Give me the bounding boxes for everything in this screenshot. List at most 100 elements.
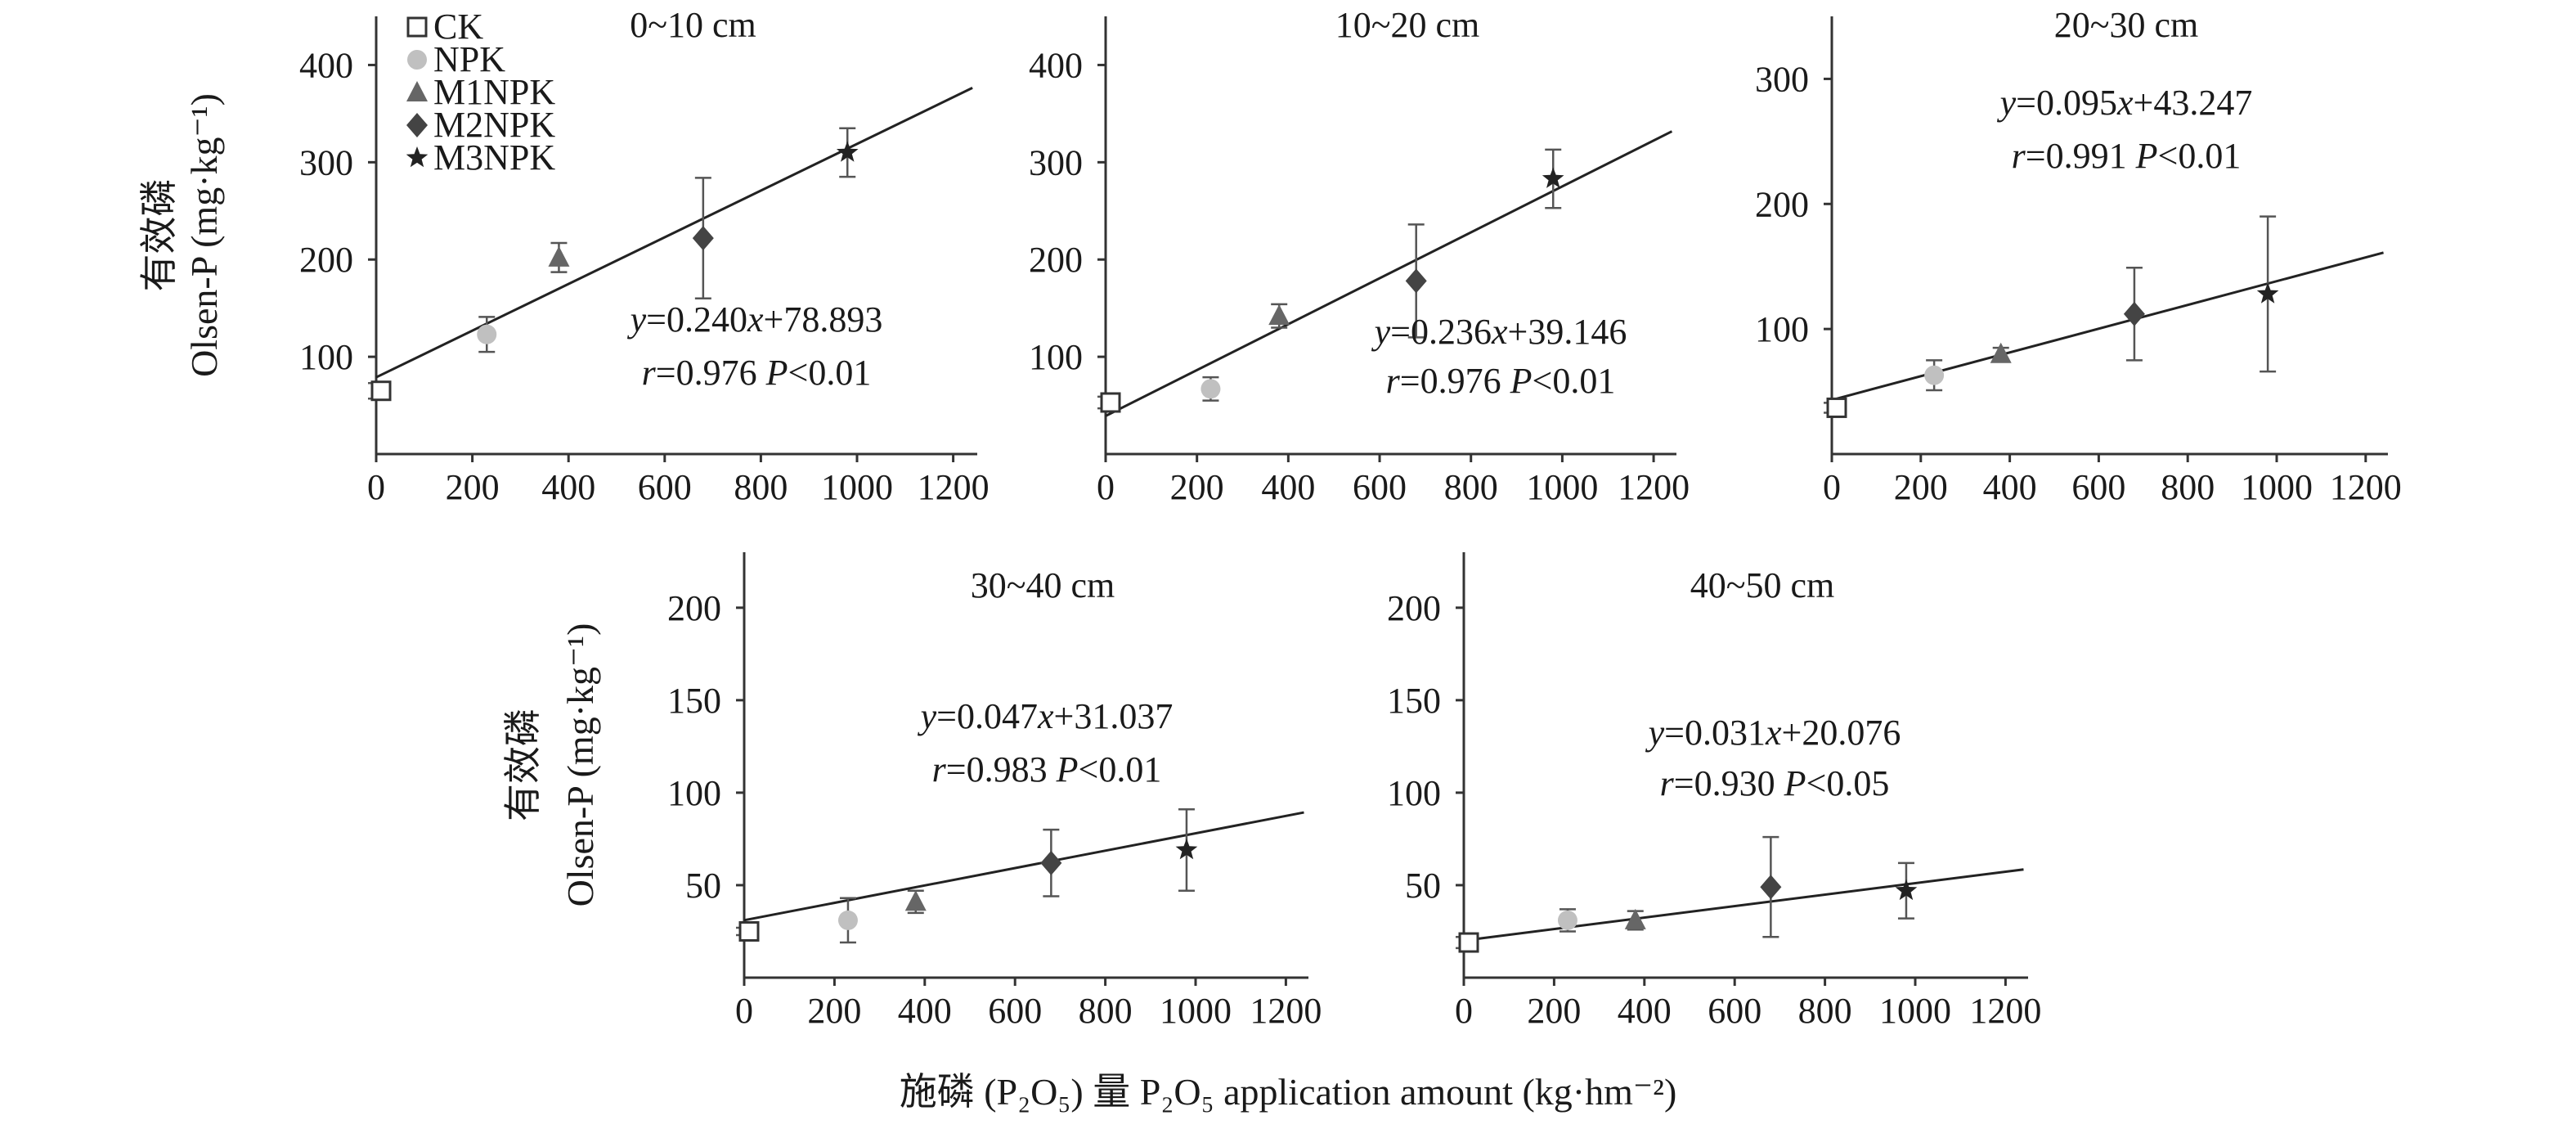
data-point-m2npk — [1405, 268, 1427, 294]
legend-marker-m3npk — [406, 146, 429, 168]
correlation-stats: r=0.991 P<0.01 — [2012, 136, 2242, 176]
panel-2: 0 200 400 600 800 1000 1200 100 200 300 400 10~20 c… — [1029, 5, 1690, 507]
x-tick-label: 0 — [1823, 467, 1841, 507]
x-tick-label: 600 — [988, 991, 1042, 1031]
x-tick-label: 400 — [1261, 467, 1315, 507]
y-axis-label-en: Olsen-P (mg·kg⁻¹) — [183, 93, 225, 377]
regression-equation: y=0.047x+31.037 — [918, 696, 1174, 736]
data-point-ck — [1458, 932, 1479, 953]
y-tick-label: 300 — [1755, 59, 1809, 99]
legend-label: CK — [433, 7, 483, 47]
x-tick-label: 600 — [2071, 467, 2125, 507]
y-axis-label-cn: 有效磷 — [502, 708, 544, 821]
regression-equation: y=0.031x+20.076 — [1645, 713, 1901, 753]
legend-marker-npk — [407, 50, 427, 70]
x-tick-label: 1200 — [1618, 467, 1690, 507]
y-tick-label: 100 — [1755, 309, 1809, 349]
data-point-npk — [1924, 365, 1945, 385]
y-tick-label: 150 — [1387, 681, 1441, 721]
x-tick-label: 1000 — [1879, 991, 1951, 1031]
legend-label: M2NPK — [433, 105, 555, 145]
correlation-stats: r=0.930 P<0.05 — [1660, 763, 1890, 803]
x-tick-label: 400 — [1618, 991, 1672, 1031]
x-tick-label: 600 — [1353, 467, 1407, 507]
correlation-stats: r=0.976 P<0.01 — [1386, 361, 1616, 401]
regression-line — [375, 87, 973, 379]
data-point-m1npk — [548, 245, 570, 267]
regression-equation: y=0.236x+39.146 — [1371, 312, 1627, 352]
panel-title: 40~50 cm — [1690, 565, 1835, 605]
x-tick-label: 1000 — [1160, 991, 1232, 1031]
data-point-ck — [738, 920, 760, 942]
data-point-m2npk — [2123, 301, 2145, 326]
x-tick-label: 200 — [1527, 991, 1581, 1031]
x-tick-label: 800 — [1079, 991, 1133, 1031]
correlation-stats: r=0.983 P<0.01 — [932, 749, 1162, 789]
y-tick-label: 200 — [299, 240, 353, 280]
data-point-npk — [477, 324, 497, 344]
data-point-npk — [1200, 379, 1221, 399]
regression-equation: y=0.240x+78.893 — [627, 299, 883, 340]
data-point-ck — [370, 380, 392, 402]
panel-3: 0 200 400 600 800 1000 1200 100 200 300 20~30 cm y=… — [1755, 5, 2402, 507]
data-point-ck — [1826, 397, 1847, 418]
y-tick-label: 50 — [1405, 866, 1441, 906]
x-tick-label: 0 — [1097, 467, 1115, 507]
data-point-m1npk — [1990, 342, 2012, 363]
y-tick-label: 150 — [667, 681, 721, 721]
x-tick-label: 1000 — [821, 467, 893, 507]
y-axis-label-en: Olsen-P (mg·kg⁻¹) — [559, 623, 601, 907]
panel-5: 0 200 400 600 800 1000 1200 50 100 150 200 40~50 cm… — [1387, 552, 2041, 1031]
y-tick-label: 200 — [667, 588, 721, 628]
y-tick-label: 200 — [1387, 588, 1441, 628]
regression-line — [743, 811, 1304, 922]
data-point-npk — [1557, 910, 1577, 930]
x-tick-label: 1200 — [1250, 991, 1322, 1031]
y-axis-label-cn: 有效磷 — [138, 179, 180, 292]
x-axis-label: 施磷 (P₂O₅) 量 P₂O₅ application amount (kg·… — [900, 1071, 1677, 1113]
x-tick-label: 1200 — [1969, 991, 2041, 1031]
x-tick-label: 200 — [446, 467, 500, 507]
x-tick-label: 800 — [1798, 991, 1852, 1031]
y-tick-label: 300 — [299, 142, 353, 182]
correlation-stats: r=0.976 P<0.01 — [642, 353, 872, 393]
x-tick-label: 800 — [2161, 467, 2215, 507]
y-tick-label: 200 — [1755, 184, 1809, 224]
x-tick-label: 400 — [1983, 467, 2037, 507]
legend-marker-ck — [406, 16, 428, 38]
data-point-m3npk — [2256, 282, 2279, 304]
y-tick-label: 300 — [1029, 142, 1083, 182]
legend-marker-m2npk — [406, 113, 428, 137]
x-tick-label: 600 — [1708, 991, 1761, 1031]
y-tick-label: 100 — [1387, 773, 1441, 813]
panel-title: 0~10 cm — [630, 5, 756, 45]
legend-marker-m1npk — [406, 81, 428, 101]
x-tick-label: 200 — [1170, 467, 1224, 507]
x-tick-label: 400 — [898, 991, 952, 1031]
x-tick-label: 200 — [807, 991, 861, 1031]
legend-label: M1NPK — [433, 72, 555, 112]
legend-label: M3NPK — [433, 137, 555, 178]
y-tick-label: 50 — [685, 866, 721, 906]
x-tick-label: 400 — [541, 467, 595, 507]
x-tick-label: 1200 — [918, 467, 990, 507]
x-tick-label: 0 — [1455, 991, 1473, 1031]
x-tick-label: 800 — [734, 467, 788, 507]
panel-4: 0 200 400 600 800 1000 1200 50 100 150 200 30~40 cm… — [502, 552, 1322, 1031]
y-tick-label: 200 — [1029, 240, 1083, 280]
data-point-m2npk — [692, 226, 714, 251]
data-point-m3npk — [1542, 167, 1564, 188]
data-point-m3npk — [1175, 839, 1198, 860]
regression-line — [1105, 130, 1673, 417]
legend-label: NPK — [433, 39, 505, 79]
data-point-m1npk — [1268, 304, 1290, 326]
regression-equation: y=0.095x+43.247 — [1997, 83, 2253, 123]
data-point-m3npk — [1895, 879, 1918, 901]
data-point-m3npk — [836, 141, 859, 162]
data-point-m2npk — [1040, 850, 1062, 875]
y-tick-label: 400 — [299, 45, 353, 85]
data-point-m2npk — [1760, 875, 1782, 900]
x-tick-label: 1000 — [1526, 467, 1598, 507]
y-tick-label: 100 — [1029, 337, 1083, 377]
